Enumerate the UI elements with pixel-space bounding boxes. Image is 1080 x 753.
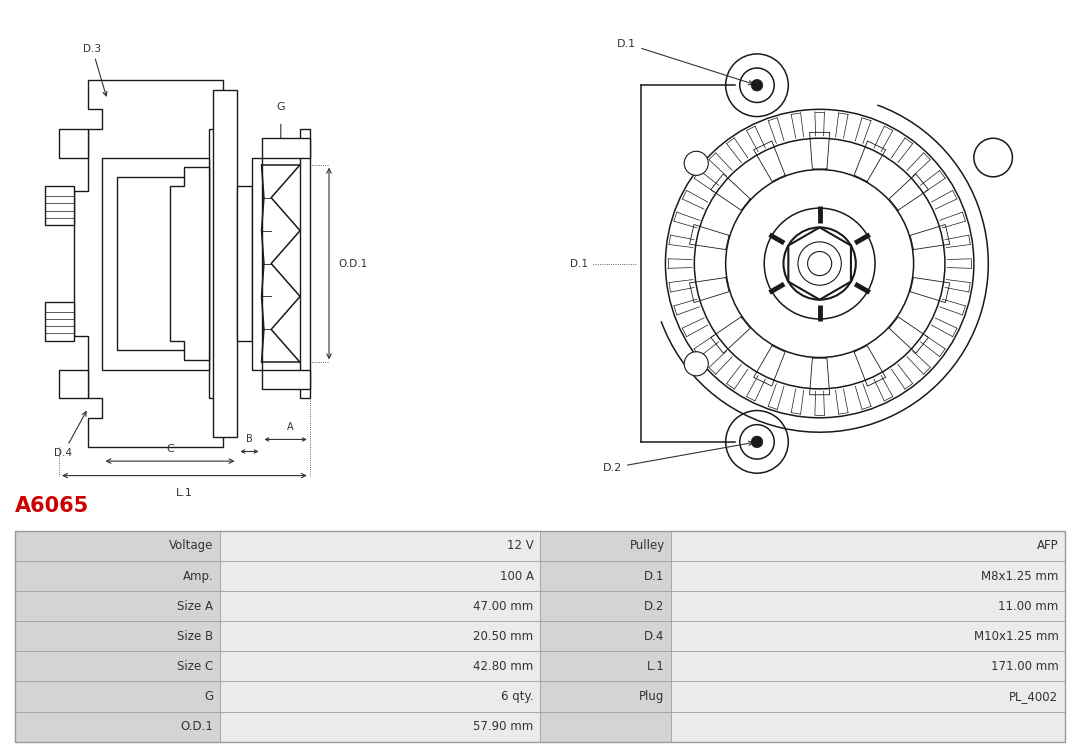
Bar [300, 129, 310, 398]
Circle shape [783, 227, 855, 300]
Text: D.1: D.1 [570, 258, 589, 269]
Text: B: B [246, 434, 253, 444]
Circle shape [752, 80, 762, 91]
Circle shape [765, 208, 875, 319]
Text: L.1: L.1 [647, 660, 664, 673]
Polygon shape [73, 81, 222, 447]
Text: 57.90 mm: 57.90 mm [473, 720, 534, 733]
Text: A: A [287, 422, 294, 432]
Text: D.1: D.1 [645, 569, 664, 583]
Bar [214, 90, 238, 437]
Circle shape [726, 410, 788, 473]
Text: 6 qty.: 6 qty. [501, 690, 534, 703]
Bar [252, 157, 261, 370]
Bar [117, 177, 194, 350]
Text: 12 V: 12 V [507, 539, 534, 553]
Text: L.1: L.1 [176, 488, 193, 498]
Text: 42.80 mm: 42.80 mm [473, 660, 534, 673]
Text: 20.50 mm: 20.50 mm [473, 630, 534, 643]
Polygon shape [170, 167, 208, 360]
Bar [103, 157, 208, 370]
Text: D.3: D.3 [83, 44, 107, 96]
Text: A6065: A6065 [15, 495, 90, 516]
Circle shape [685, 352, 708, 376]
Text: AFP: AFP [1037, 539, 1058, 553]
Text: Pulley: Pulley [630, 539, 664, 553]
Text: 47.00 mm: 47.00 mm [473, 599, 534, 613]
Text: Size C: Size C [177, 660, 214, 673]
Text: 11.00 mm: 11.00 mm [998, 599, 1058, 613]
Text: G: G [276, 102, 285, 111]
Circle shape [752, 436, 762, 447]
Text: PL_4002: PL_4002 [1010, 690, 1058, 703]
Text: Voltage: Voltage [168, 539, 214, 553]
Polygon shape [59, 129, 89, 157]
Text: D.4: D.4 [54, 412, 86, 459]
Text: C: C [166, 444, 174, 454]
Circle shape [808, 252, 832, 276]
Text: Size A: Size A [177, 599, 214, 613]
Text: D.2: D.2 [645, 599, 664, 613]
Circle shape [726, 169, 914, 358]
Polygon shape [44, 187, 73, 225]
Text: O.D.1: O.D.1 [339, 258, 368, 269]
Circle shape [740, 425, 774, 459]
Text: Size B: Size B [177, 630, 214, 643]
Text: 100 A: 100 A [500, 569, 534, 583]
Bar [261, 370, 310, 389]
Text: Amp.: Amp. [183, 569, 214, 583]
Text: 171.00 mm: 171.00 mm [990, 660, 1058, 673]
Text: G: G [204, 690, 214, 703]
Text: M8x1.25 mm: M8x1.25 mm [981, 569, 1058, 583]
Circle shape [694, 139, 945, 389]
Circle shape [665, 109, 974, 418]
Text: D.1: D.1 [618, 38, 753, 85]
Bar [261, 139, 310, 157]
Circle shape [974, 139, 1012, 177]
Bar [238, 187, 252, 340]
Circle shape [798, 242, 841, 285]
Circle shape [726, 54, 788, 117]
Text: M10x1.25 mm: M10x1.25 mm [973, 630, 1058, 643]
Text: D.2: D.2 [603, 441, 753, 473]
Text: Plug: Plug [639, 690, 664, 703]
Text: D.4: D.4 [645, 630, 664, 643]
Circle shape [740, 68, 774, 102]
Circle shape [685, 151, 708, 175]
Polygon shape [59, 370, 89, 398]
Polygon shape [44, 302, 73, 340]
Text: O.D.1: O.D.1 [180, 720, 214, 733]
